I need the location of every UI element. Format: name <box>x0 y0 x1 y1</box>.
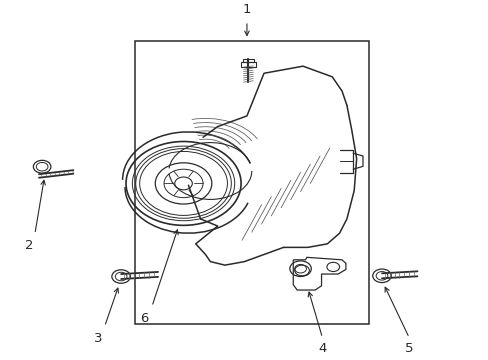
Text: 4: 4 <box>318 342 326 355</box>
Bar <box>242 59 254 62</box>
Text: 2: 2 <box>25 239 33 252</box>
Text: 5: 5 <box>404 342 413 355</box>
Bar <box>240 62 256 67</box>
Text: 6: 6 <box>140 312 148 325</box>
Text: 1: 1 <box>242 4 251 17</box>
Text: 3: 3 <box>94 332 102 345</box>
Circle shape <box>174 177 192 190</box>
